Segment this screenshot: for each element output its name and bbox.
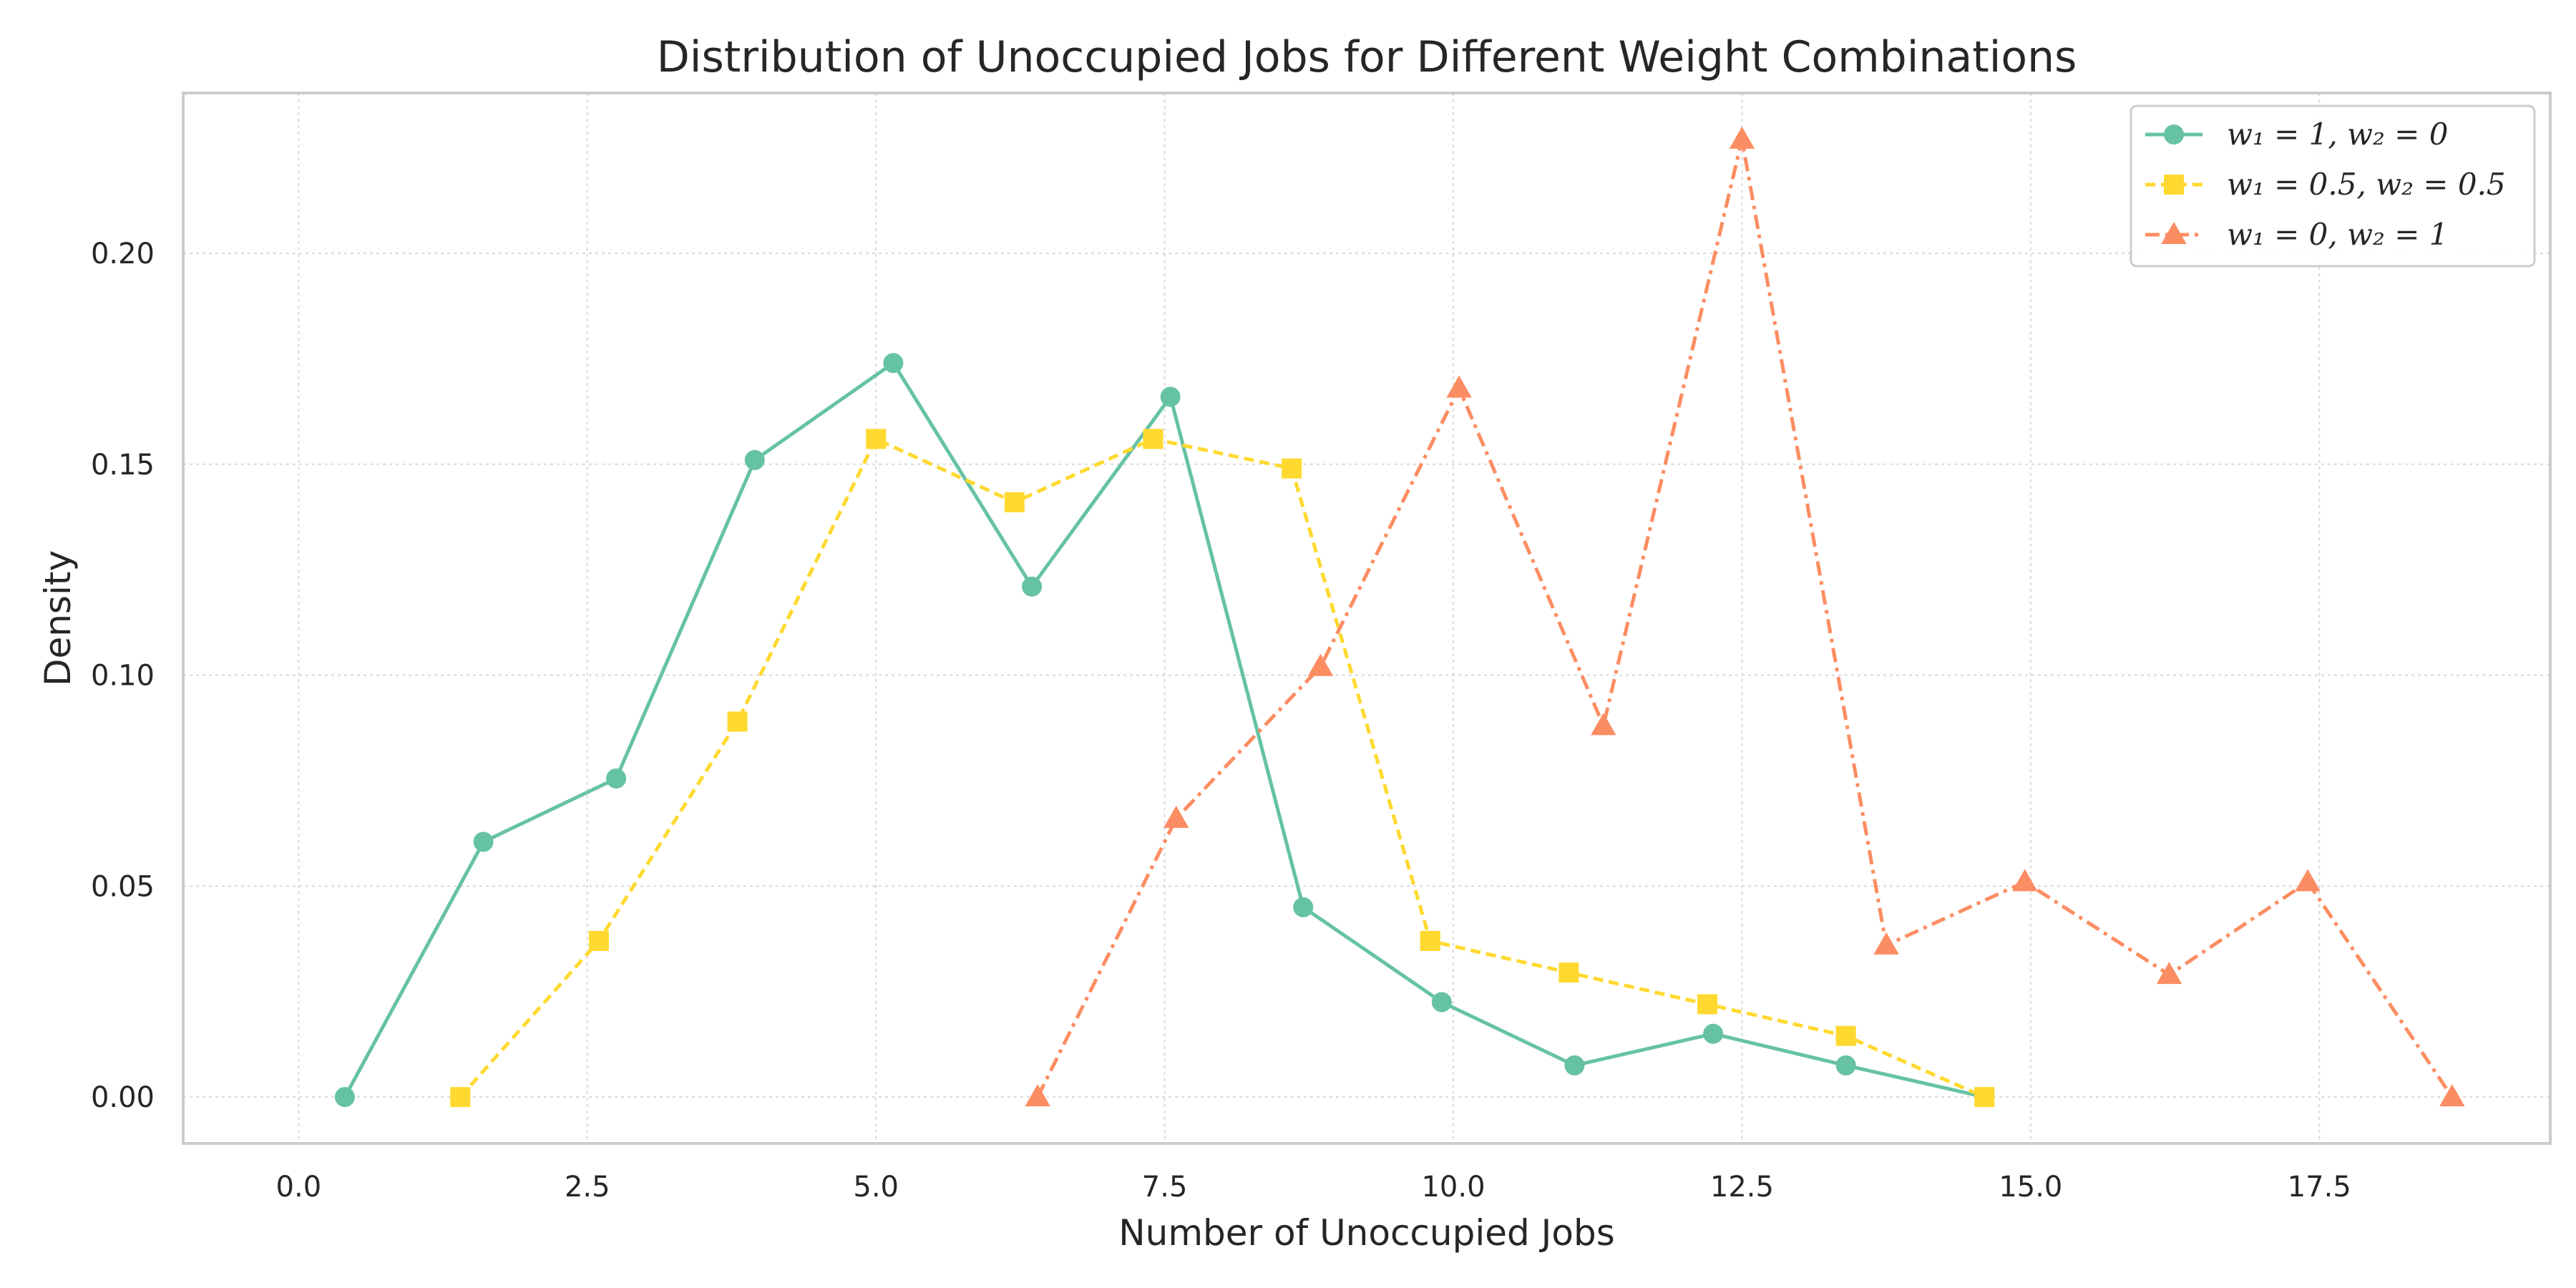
data-point bbox=[1163, 806, 1189, 829]
y-tick-label: 0.15 bbox=[91, 449, 155, 482]
legend-entry: w₁ = 0.5, w₂ = 0.5 bbox=[2145, 167, 2506, 202]
legend-marker bbox=[2164, 125, 2184, 145]
legend-box bbox=[2129, 104, 2536, 268]
x-tick-label: 10.0 bbox=[1421, 1171, 1485, 1204]
data-point bbox=[473, 831, 494, 852]
data-point bbox=[334, 1087, 355, 1108]
data-point bbox=[1025, 1084, 1050, 1107]
data-point bbox=[744, 449, 765, 470]
data-point bbox=[588, 931, 609, 952]
x-tick-label: 7.5 bbox=[1142, 1171, 1188, 1204]
data-point bbox=[1004, 492, 1025, 512]
data-point bbox=[1431, 992, 1452, 1013]
data-point bbox=[866, 429, 887, 449]
legend-label: w₁ = 1, w₂ = 0 bbox=[2227, 117, 2449, 152]
y-tick-label: 0.20 bbox=[91, 238, 155, 270]
legend-entry: w₁ = 0, w₂ = 1 bbox=[2145, 217, 2449, 252]
legend-label: w₁ = 0.5, w₂ = 0.5 bbox=[2227, 167, 2506, 202]
x-tick-label: 5.0 bbox=[853, 1171, 899, 1204]
data-point bbox=[1564, 1055, 1585, 1075]
data-point bbox=[1974, 1087, 1995, 1108]
data-point bbox=[606, 769, 627, 789]
data-point bbox=[1729, 126, 1755, 149]
series-group bbox=[450, 429, 1995, 1108]
data-point bbox=[1282, 458, 1302, 479]
x-tick-label: 0.0 bbox=[276, 1171, 322, 1204]
legend-marker bbox=[2161, 221, 2187, 244]
x-tick-label: 17.5 bbox=[2288, 1171, 2351, 1204]
data-point bbox=[1446, 375, 1472, 398]
x-tick-label: 15.0 bbox=[1999, 1171, 2062, 1204]
data-point bbox=[1420, 931, 1440, 952]
x-tick-label: 2.5 bbox=[565, 1171, 610, 1204]
data-point bbox=[1835, 1025, 1856, 1046]
legend-entries: w₁ = 1, w₂ = 0 w₁ = 0.5, w₂ = 0.5 w₁ = 0, … bbox=[2145, 117, 2506, 252]
data-point bbox=[1558, 962, 1579, 983]
x-axis-label: Number of Unoccupied Jobs bbox=[1118, 1212, 1615, 1254]
legend-marker bbox=[2164, 175, 2184, 195]
y-tick-label: 0.00 bbox=[91, 1081, 155, 1114]
data-point bbox=[2156, 962, 2182, 985]
series-group bbox=[334, 353, 1995, 1108]
legend-entry: w₁ = 1, w₂ = 0 bbox=[2145, 117, 2449, 152]
series-group bbox=[1025, 126, 2465, 1107]
y-axis-label: Density bbox=[37, 550, 79, 686]
data-point bbox=[1293, 897, 1314, 917]
data-point bbox=[1591, 713, 1616, 736]
data-point bbox=[450, 1087, 471, 1108]
y-tick-label: 0.05 bbox=[91, 870, 155, 903]
data-point bbox=[2439, 1084, 2465, 1107]
data-point bbox=[2295, 869, 2321, 892]
legend-label: w₁ = 0, w₂ = 1 bbox=[2227, 217, 2449, 252]
plot-frame bbox=[182, 92, 2552, 1145]
data-point bbox=[1160, 386, 1181, 407]
data-point bbox=[2012, 869, 2038, 892]
tick-layer: 0.0 2.5 5.0 7.5 10.0 12.5 15.0 17.5 0.00 0.05 0.10… bbox=[91, 238, 2351, 1204]
legend: w₁ = 1, w₂ = 0 w₁ = 0.5, w₂ = 0.5 w₁ = 0, … bbox=[2129, 104, 2536, 268]
y-tick-label: 0.10 bbox=[91, 660, 155, 693]
data-point bbox=[1697, 994, 1718, 1015]
x-tick-label: 12.5 bbox=[1710, 1171, 1774, 1204]
data-point bbox=[1703, 1023, 1724, 1044]
data-point bbox=[1873, 932, 1899, 955]
series-line bbox=[459, 436, 1986, 1099]
data-point bbox=[727, 711, 748, 732]
data-point bbox=[1143, 429, 1163, 449]
data-point bbox=[1835, 1055, 1856, 1075]
data-point bbox=[883, 353, 904, 374]
data-point bbox=[1022, 576, 1043, 597]
series-layer bbox=[334, 126, 2465, 1108]
data-point bbox=[1307, 653, 1334, 676]
chart-title: Distribution of Unoccupied Jobs for Diff… bbox=[657, 32, 2077, 82]
